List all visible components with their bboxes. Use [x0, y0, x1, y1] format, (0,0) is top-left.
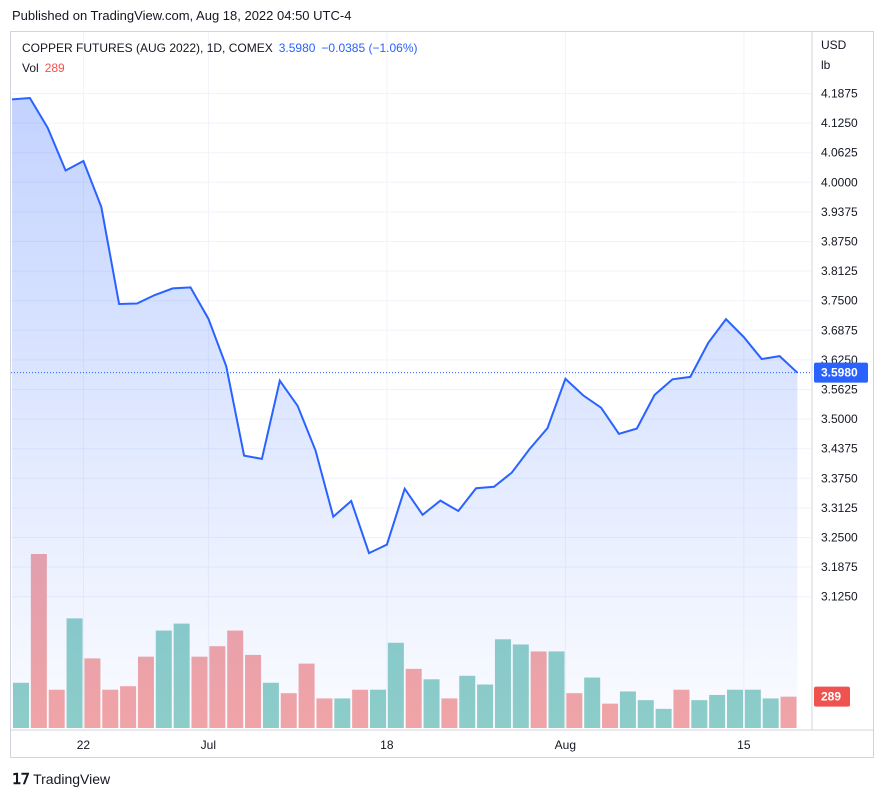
price-tick-label: 3.3125 [821, 501, 858, 515]
price-tick-label: 4.1875 [821, 87, 858, 101]
price-area [12, 98, 798, 728]
axis-currency: USD [821, 38, 847, 52]
price-tick-label: 3.4375 [821, 442, 858, 456]
price-tick-label: 3.5625 [821, 383, 858, 397]
axis-unit: lb [821, 58, 831, 72]
price-tick-label: 3.9375 [821, 205, 858, 219]
published-text: Published on TradingView.com, Aug 18, 20… [12, 8, 352, 23]
price-tick-label: 3.8125 [821, 264, 858, 278]
price-tick-label: 3.1250 [821, 590, 858, 604]
price-tick-label: 3.5000 [821, 412, 858, 426]
last-volume-tag: 289 [814, 686, 850, 707]
last-price: 3.5980 [278, 41, 316, 55]
volume-value: 289 [44, 61, 65, 75]
price-tick-label: 3.8750 [821, 235, 858, 249]
price-tick-label: 3.6875 [821, 323, 858, 337]
price-tick-label: 4.0625 [821, 146, 858, 160]
last-price-tag: 3.5980 [814, 362, 868, 383]
price-tick-label: 3.7500 [821, 294, 858, 308]
last-volume-label: 289 [821, 690, 841, 704]
volume-label: Vol [22, 61, 39, 75]
tradingview-brand[interactable]: 𝟣𝟩 TradingView [12, 770, 110, 788]
symbol-legend[interactable]: COPPER FUTURES (AUG 2022), 1D, COMEX 3.59… [22, 41, 418, 55]
price-tick-label: 3.3750 [821, 471, 858, 485]
chart-frame [10, 31, 874, 758]
time-tick-label: Jul [201, 738, 216, 752]
time-axis: 22 Jul 18 Aug 15 [77, 738, 751, 752]
volume-legend[interactable]: Vol 289 [22, 61, 65, 75]
brand-name: TradingView [33, 771, 111, 787]
time-tick-label: Aug [555, 738, 576, 752]
tradingview-logo-icon: 𝟣𝟩 [12, 771, 30, 788]
price-tick-label: 4.1250 [821, 116, 858, 130]
time-tick-label: 22 [77, 738, 91, 752]
price-line [11, 96, 799, 555]
time-tick-label: 18 [380, 738, 394, 752]
time-tick-label: 15 [737, 738, 751, 752]
price-tick-label: 3.1875 [821, 560, 858, 574]
last-price-label: 3.5980 [821, 366, 858, 380]
price-change: −0.0385 (−1.06%) [321, 41, 418, 55]
price-axis: 4.1875 4.1250 4.0625 4.0000 3.9375 3.8750 3.81… [821, 87, 858, 604]
price-tick-label: 3.2500 [821, 531, 858, 545]
price-tick-label: 4.0000 [821, 175, 858, 189]
symbol-name[interactable]: COPPER FUTURES (AUG 2022), 1D, COMEX [22, 41, 273, 55]
